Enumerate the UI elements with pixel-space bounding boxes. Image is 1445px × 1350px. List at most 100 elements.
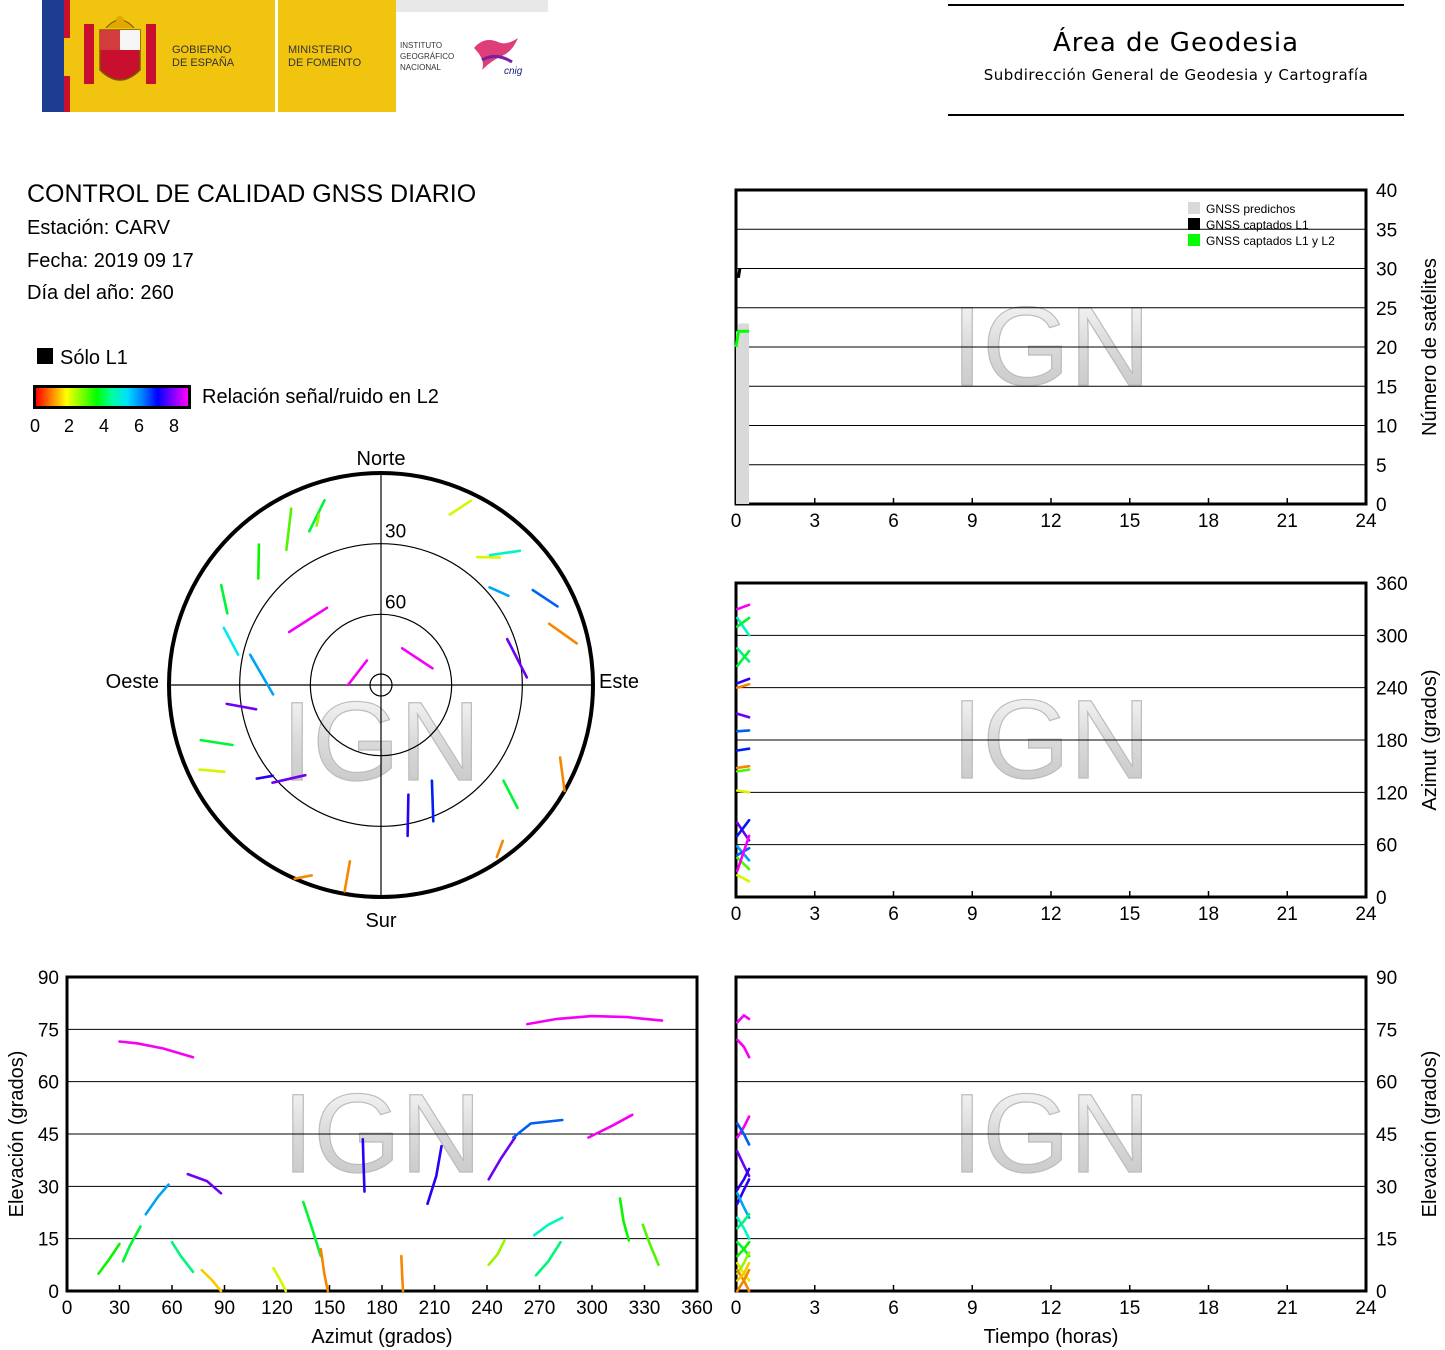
satellite-track xyxy=(430,779,435,823)
y-tick-label: 25 xyxy=(1376,299,1397,320)
satellite-track xyxy=(118,1040,195,1059)
satellite-track xyxy=(121,1225,142,1263)
satellite-track xyxy=(735,1240,751,1258)
ministerio-line2: DE FOMENTO xyxy=(288,57,362,69)
y-tick-label: 360 xyxy=(1376,574,1408,595)
satellite-track xyxy=(272,1267,288,1293)
x-tick-label: 12 xyxy=(1040,904,1061,925)
satellite-track xyxy=(735,834,751,873)
x-tick-label: 18 xyxy=(1198,511,1219,532)
date-label: Fecha: 2019 09 17 xyxy=(27,250,194,272)
x-tick-label: 6 xyxy=(888,511,899,532)
satellite-track xyxy=(735,764,751,770)
snr-tick: 0 xyxy=(30,416,41,436)
satellite-track xyxy=(735,616,751,637)
satellite-track xyxy=(735,873,751,883)
satellite-track xyxy=(285,507,293,552)
satellite-track xyxy=(502,779,519,810)
satellite-track xyxy=(525,1014,664,1026)
satellite-track xyxy=(735,712,751,719)
satellite-track xyxy=(487,1136,517,1181)
satellite-track xyxy=(487,1239,506,1267)
series-l1 xyxy=(736,268,742,278)
y-tick-label: 90 xyxy=(38,968,59,989)
x-tick-label: 24 xyxy=(1355,511,1377,532)
x-tick-label: 24 xyxy=(1355,1298,1377,1319)
satellite-track xyxy=(219,583,229,615)
ign-line3: NACIONAL xyxy=(400,63,441,72)
y-tick-label: 15 xyxy=(1376,377,1397,398)
satellite-track xyxy=(735,1192,751,1219)
x-tick-label: 210 xyxy=(419,1298,451,1319)
x-tick-label: 0 xyxy=(731,1298,742,1319)
satellite-track xyxy=(248,653,275,696)
x-tick-label: 90 xyxy=(214,1298,235,1319)
satellite-track xyxy=(346,659,369,687)
ign-line1: INSTITUTO xyxy=(400,41,442,50)
satellite-track xyxy=(735,821,751,842)
satellite-track xyxy=(735,768,751,773)
satellite-track xyxy=(488,585,510,598)
legend-label: GNSS captados L1 y L2 xyxy=(1206,234,1335,248)
satellite-track xyxy=(735,1115,751,1139)
x-tick-label: 150 xyxy=(314,1298,346,1319)
l1-only-label: Sólo L1 xyxy=(60,347,128,369)
direction-west: Oeste xyxy=(106,671,159,693)
y-tick-label: 0 xyxy=(48,1282,59,1303)
satellite-track xyxy=(225,702,258,711)
legend-swatch xyxy=(1188,202,1200,214)
ministerio-block xyxy=(278,0,396,112)
x-tick-label: 270 xyxy=(524,1298,556,1319)
y-tick-label: 180 xyxy=(1376,731,1408,752)
legend-swatch xyxy=(1188,218,1200,230)
eu-flag-stripe xyxy=(42,0,64,112)
legend-label: GNSS captados L1 xyxy=(1206,218,1309,232)
x-tick-label: 3 xyxy=(809,1298,820,1319)
satellite-track xyxy=(505,637,529,679)
l1-only-swatch xyxy=(37,348,53,364)
y-tick-label: 30 xyxy=(1376,1177,1397,1198)
satellite-track xyxy=(735,729,751,733)
header-logos: GOBIERNO DE ESPAÑA MINISTERIO DE FOMENTO… xyxy=(42,0,548,112)
day-of-year-label: Día del año: 260 xyxy=(27,282,174,304)
satellite-track xyxy=(735,1216,751,1240)
x-tick-label: 9 xyxy=(967,511,978,532)
y-tick-label: 20 xyxy=(1376,338,1397,359)
x-tick-label: 330 xyxy=(629,1298,661,1319)
x-axis-label: Tiempo (horas) xyxy=(984,1326,1119,1348)
gobierno-line2: DE ESPAÑA xyxy=(172,56,235,69)
y-tick-label: 45 xyxy=(38,1125,59,1146)
satellite-track xyxy=(735,1013,751,1024)
satellite-track xyxy=(307,498,326,533)
y-tick-label: 35 xyxy=(1376,220,1397,241)
x-tick-label: 12 xyxy=(1040,1298,1061,1319)
satellite-track xyxy=(255,774,275,780)
area-subtitle: Subdirección General de Geodesia y Carto… xyxy=(983,66,1369,84)
y-tick-label: 5 xyxy=(1376,456,1387,477)
x-tick-label: 120 xyxy=(261,1298,293,1319)
y-tick-label: 0 xyxy=(1376,1282,1387,1303)
y-tick-label: 30 xyxy=(38,1177,59,1198)
satellite-track xyxy=(488,549,522,557)
direction-south: Sur xyxy=(365,910,396,932)
x-tick-label: 300 xyxy=(576,1298,608,1319)
x-tick-label: 360 xyxy=(681,1298,713,1319)
y-tick-label: 300 xyxy=(1376,626,1408,647)
y-tick-label: 0 xyxy=(1376,888,1387,909)
direction-north: Norte xyxy=(357,448,406,470)
y-tick-label: 60 xyxy=(1376,836,1397,857)
x-tick-label: 180 xyxy=(366,1298,398,1319)
y-tick-label: 75 xyxy=(38,1020,59,1041)
x-tick-label: 9 xyxy=(967,1298,978,1319)
y-tick-label: 15 xyxy=(1376,1230,1397,1251)
direction-east: Este xyxy=(599,671,639,693)
station-label: Estación: CARV xyxy=(27,217,171,239)
x-tick-label: 3 xyxy=(809,511,820,532)
x-tick-label: 0 xyxy=(62,1298,73,1319)
gobierno-line1: GOBIERNO xyxy=(172,44,232,56)
x-tick-label: 6 xyxy=(888,904,899,925)
satellite-track xyxy=(170,1240,195,1274)
satellite-track xyxy=(547,622,579,645)
y-tick-label: 60 xyxy=(38,1073,59,1094)
